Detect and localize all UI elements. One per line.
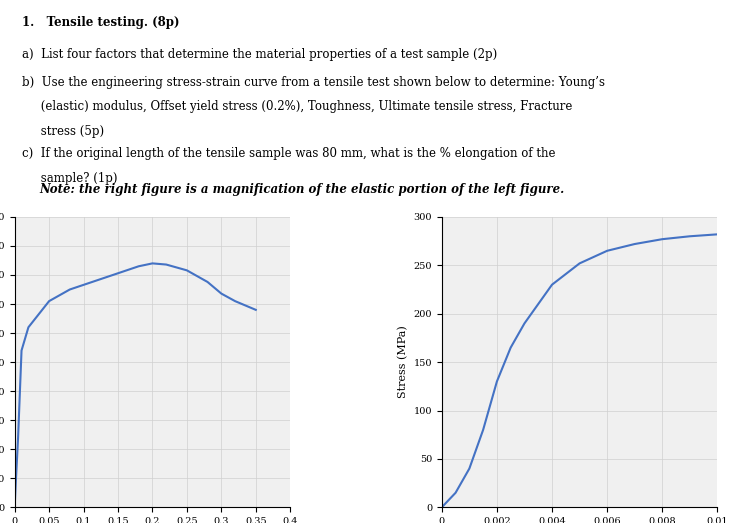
Text: 1.   Tensile testing. (8p): 1. Tensile testing. (8p): [22, 16, 179, 29]
Text: sample? (1p): sample? (1p): [22, 172, 117, 185]
Y-axis label: Stress (MPa): Stress (MPa): [397, 326, 408, 399]
Text: b)  Use the engineering stress-strain curve from a tensile test shown below to d: b) Use the engineering stress-strain cur…: [22, 76, 605, 89]
Text: a)  List four factors that determine the material properties of a test sample (2: a) List four factors that determine the …: [22, 48, 497, 61]
Text: stress (5p): stress (5p): [22, 125, 104, 138]
Text: c)  If the original length of the tensile sample was 80 mm, what is the % elonga: c) If the original length of the tensile…: [22, 147, 555, 160]
Text: Note: the right figure is a magnification of the elastic portion of the left fig: Note: the right figure is a magnificatio…: [40, 183, 564, 196]
Text: (elastic) modulus, Offset yield stress (0.2%), Toughness, Ultimate tensile stres: (elastic) modulus, Offset yield stress (…: [22, 100, 572, 113]
